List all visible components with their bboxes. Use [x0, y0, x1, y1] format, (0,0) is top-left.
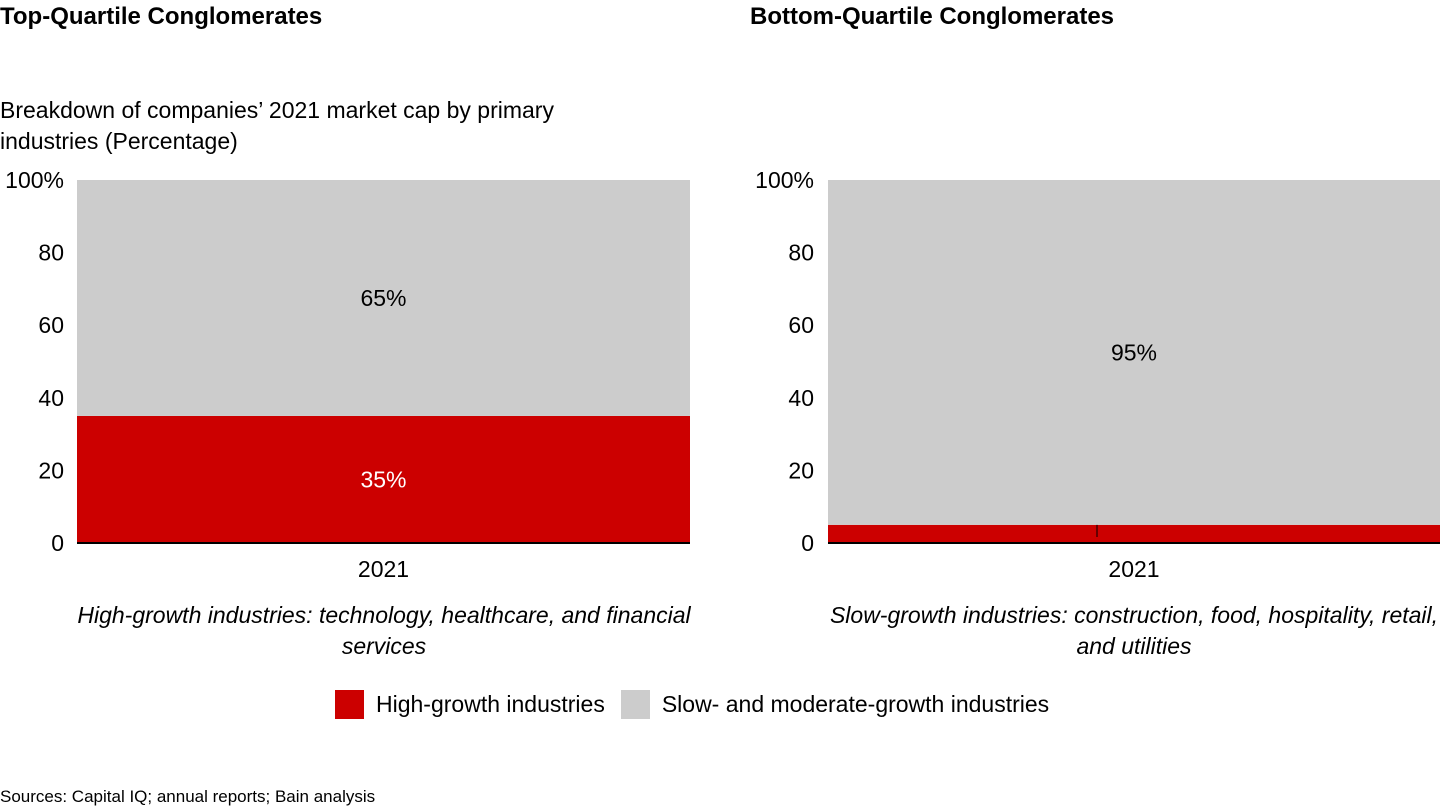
- legend-swatch-high-growth: [335, 689, 364, 719]
- source-note: Sources: Capital IQ; annual reports; Bai…: [0, 787, 376, 806]
- legend-label-slow-growth: Slow- and moderate-growth industries: [661, 690, 1050, 717]
- right-y-tick-label: 20: [788, 457, 814, 483]
- right-y-tick-label: 40: [788, 385, 814, 411]
- left-chart-caption: High-growth industries: technology, heal…: [77, 602, 691, 659]
- right-bar-segment-slow-growth: [828, 180, 1440, 525]
- left-data-label-slow-growth: 65%: [360, 285, 406, 311]
- chart-subtitle: Breakdown of companies’ 2021 market cap …: [0, 97, 554, 154]
- legend-label-high-growth: High-growth industries: [376, 690, 605, 717]
- legend-item-slow-growth: Slow- and moderate-growth industries: [620, 689, 1050, 719]
- left-bar-segment-high-growth: [77, 415, 690, 543]
- left-y-tick-label: 60: [38, 312, 64, 338]
- right-chart-title: Bottom-Quartile Conglomerates: [750, 3, 1115, 30]
- legend: High-growth industries Slow- and moderat…: [335, 687, 1049, 721]
- legend-swatch-slow-growth: [620, 689, 650, 719]
- right-chart-caption: Slow-growth industries: construction, fo…: [829, 602, 1439, 659]
- right-y-tick-label: 100%: [755, 167, 814, 193]
- legend-item-high-growth: High-growth industries: [335, 689, 605, 719]
- right-y-tick-label: 80: [788, 240, 814, 266]
- left-chart-title: Top-Quartile Conglomerates: [0, 3, 323, 30]
- left-bar-segment-slow-growth: [77, 180, 690, 416]
- left-chart: 0 20 40 60 80 100% 35% 65% 2021: [5, 167, 690, 582]
- right-data-label-slow-growth: 95%: [1111, 339, 1157, 365]
- left-y-tick-label: 80: [38, 240, 64, 266]
- left-x-category-label: 2021: [358, 556, 409, 582]
- left-y-tick-label: 0: [51, 530, 64, 556]
- left-data-label-high-growth: 35%: [360, 466, 406, 492]
- right-x-category-label: 2021: [1108, 556, 1159, 582]
- left-y-tick-label: 20: [38, 457, 64, 483]
- left-y-tick-label: 100%: [5, 167, 64, 193]
- left-y-tick-label: 40: [38, 385, 64, 411]
- right-bar-segment-high-growth: [828, 524, 1440, 543]
- right-y-tick-label: 60: [788, 312, 814, 338]
- right-y-tick-label: 0: [801, 530, 814, 556]
